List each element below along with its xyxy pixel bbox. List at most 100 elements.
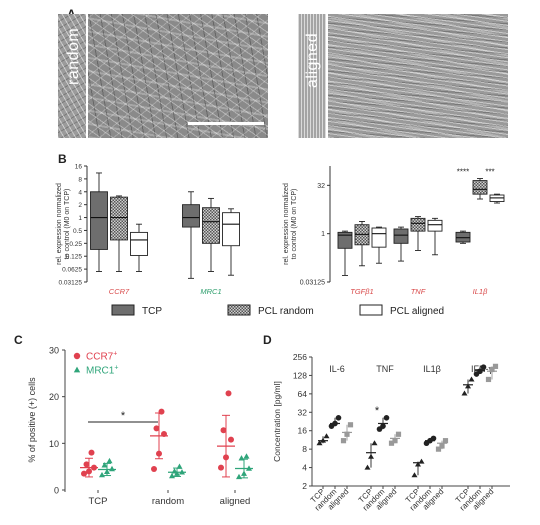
y-tick-label: 0.25: [69, 241, 82, 248]
significance-label: *: [121, 410, 126, 422]
data-point-random: [430, 435, 437, 442]
category-label: IL1β: [473, 287, 488, 296]
y-tick-label: 128: [293, 370, 307, 380]
panel-letter-c: C: [14, 333, 23, 347]
y-tick-label: 20: [49, 392, 59, 402]
box-pcl-aligned: [222, 212, 240, 247]
legend-label: PCL random: [258, 306, 314, 317]
y-axis-label: to control (M0 on TCP): [291, 189, 298, 260]
data-point-aligned: [340, 438, 347, 444]
data-point-ccr7: [81, 470, 87, 477]
y-tick-label: 8: [302, 444, 307, 454]
data-point-mrc1: [169, 472, 175, 479]
y-tick-label: 0.03125: [300, 280, 325, 287]
data-point-tcp: [371, 440, 378, 446]
y-tick-label: 0.0625: [62, 267, 82, 274]
y-tick-label: 1: [321, 231, 325, 238]
x-tick-label: aligned: [220, 496, 251, 507]
chart-d: 2 4 8 16 32 64 128 256 Concentration [pg/ml] IL-6…: [272, 352, 510, 513]
data-point-tcp: [323, 433, 330, 439]
legend-label: TCP: [142, 306, 162, 317]
legend-swatch: [227, 304, 251, 316]
box-pcl-random: [472, 180, 488, 195]
data-point-tcp: [461, 390, 468, 396]
group-label: TNF: [376, 364, 394, 374]
y-tick-label: 4: [78, 189, 82, 196]
data-point-ccr7: [218, 464, 224, 471]
category-label: MRC1: [200, 287, 221, 296]
y-tick-label: 256: [293, 352, 307, 362]
scale-bar: [188, 122, 264, 125]
data-point-tcp: [364, 464, 371, 470]
data-point-random: [383, 415, 390, 421]
group-label: IL-6: [329, 364, 345, 374]
data-point-tcp: [411, 472, 418, 478]
data-point-mrc1: [101, 462, 108, 468]
legend-label: CCR7+: [86, 351, 117, 363]
data-point-ccr7: [228, 436, 234, 443]
legend-swatch: [111, 304, 135, 316]
significance-label: ***: [485, 168, 494, 177]
category-label: TNF: [411, 287, 426, 296]
legend-label: PCL aligned: [390, 306, 444, 317]
data-point-aligned: [347, 422, 354, 428]
data-point-ccr7: [220, 427, 227, 434]
y-axis-label: Concentration [pg/ml]: [272, 381, 282, 462]
data-point-random: [480, 364, 487, 370]
box-pcl-random: [202, 207, 220, 244]
legend-label: MRC1+: [86, 365, 118, 377]
data-point-aligned: [492, 363, 499, 369]
data-point-mrc1: [176, 463, 183, 469]
chart-b-left: 16 8 4 2 1 0.5 0.25 0.125 0.0625 0.03125 rel. expr…: [56, 164, 240, 296]
box-pcl-random: [110, 196, 128, 241]
significance-label: ****: [457, 168, 469, 177]
data-point-ccr7: [83, 461, 90, 468]
data-point-aligned: [442, 438, 449, 444]
data-point-aligned: [485, 376, 492, 383]
box-pcl-aligned: [427, 219, 443, 232]
data-point-ccr7: [153, 425, 160, 432]
x-tick-label: TCP: [89, 496, 108, 507]
data-point-mrc1: [106, 457, 113, 464]
data-point-tcp: [316, 440, 323, 446]
data-point-aligned: [395, 431, 402, 437]
data-point-ccr7: [88, 449, 95, 456]
data-point-mrc1: [99, 471, 105, 478]
panel-letter-d: D: [263, 333, 272, 347]
legend-marker-mrc1: [73, 366, 81, 373]
sem-inset-aligned: [298, 14, 326, 138]
legend-marker-ccr7: [73, 352, 81, 360]
y-tick-label: 4: [302, 463, 307, 473]
y-axis-label: rel. expression normalized: [283, 183, 290, 265]
x-tick-label: random: [152, 496, 184, 507]
legend-label-superscript: +: [114, 365, 118, 372]
category-label: CCR7: [109, 287, 130, 296]
legend-swatch: [359, 304, 383, 316]
chart-legend: TCP PCL random PCL aligned: [111, 304, 444, 317]
y-tick-label: 30: [49, 346, 59, 356]
box-tcp: [90, 191, 108, 250]
legend-label-superscript: +: [113, 351, 117, 358]
y-tick-label: 0: [54, 486, 59, 496]
sem-image-random: [88, 14, 268, 138]
y-axis-label: % of positive (+) cells: [27, 377, 37, 463]
significance-label: *: [375, 405, 380, 417]
chart-c: 0 10 20 30 % of positive (+) cells TCP random a…: [27, 346, 253, 507]
y-tick-label: 16: [298, 426, 308, 436]
box-tcp: [393, 228, 409, 244]
sem-inset-random: [58, 14, 86, 138]
y-tick-label: 1: [78, 215, 82, 222]
y-axis-label: rel. expression normalized: [56, 183, 63, 265]
box-tcp: [182, 204, 200, 228]
y-tick-label: 32: [317, 183, 325, 190]
y-tick-label: 8: [78, 176, 82, 183]
box-pcl-random: [410, 217, 426, 232]
y-tick-label: 0.125: [66, 254, 83, 261]
chart-b-right: 32 1 0.03125 rel. expression normalized to c…: [283, 166, 505, 296]
data-point-mrc1: [109, 465, 115, 472]
y-tick-label: 2: [78, 202, 82, 209]
data-point-ccr7: [225, 390, 232, 397]
y-tick-label: 2: [302, 481, 307, 491]
y-tick-label: 64: [298, 389, 308, 399]
